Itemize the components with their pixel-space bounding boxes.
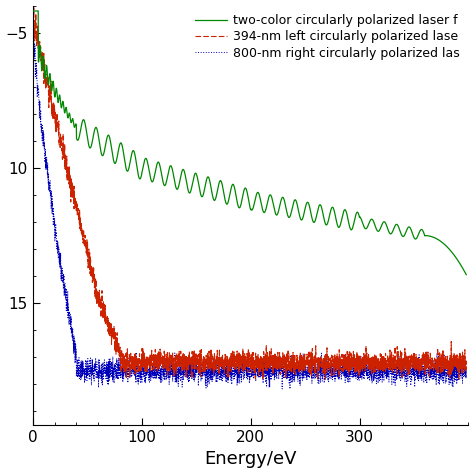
two-color circularly polarized laser f	[464, 272, 469, 277]
Line: 394-nm left circularly polarized lase: 394-nm left circularly polarized lase	[33, 5, 466, 379]
800-nm right circularly polarized las	[215, 377, 221, 383]
394-nm left circularly polarized lase	[464, 361, 469, 366]
two-color circularly polarized laser f	[30, 8, 36, 14]
800-nm right circularly polarized las	[455, 368, 461, 374]
two-color circularly polarized laser f	[290, 203, 296, 209]
800-nm right circularly polarized las	[464, 375, 469, 381]
394-nm left circularly polarized lase	[80, 233, 85, 238]
800-nm right circularly polarized las	[30, 41, 36, 46]
two-color circularly polarized laser f	[386, 229, 392, 235]
394-nm left circularly polarized lase	[105, 317, 111, 323]
394-nm left circularly polarized lase	[409, 352, 414, 358]
394-nm left circularly polarized lase	[31, 2, 36, 8]
X-axis label: Energy/eV: Energy/eV	[204, 450, 297, 468]
394-nm left circularly polarized lase	[196, 372, 202, 377]
800-nm right circularly polarized las	[287, 386, 293, 392]
800-nm right circularly polarized las	[80, 361, 85, 367]
two-color circularly polarized laser f	[109, 146, 114, 152]
two-color circularly polarized laser f	[196, 181, 201, 186]
two-color circularly polarized laser f	[312, 219, 318, 225]
800-nm right circularly polarized las	[196, 362, 202, 367]
Line: 800-nm right circularly polarized las: 800-nm right circularly polarized las	[33, 22, 466, 389]
800-nm right circularly polarized las	[30, 19, 36, 25]
Line: two-color circularly polarized laser f: two-color circularly polarized laser f	[33, 11, 466, 274]
Legend: two-color circularly polarized laser f, 394-nm left circularly polarized lase, 8: two-color circularly polarized laser f, …	[193, 12, 462, 62]
800-nm right circularly polarized las	[105, 382, 111, 388]
394-nm left circularly polarized lase	[455, 356, 461, 362]
394-nm left circularly polarized lase	[30, 8, 36, 14]
394-nm left circularly polarized lase	[322, 376, 328, 382]
800-nm right circularly polarized las	[409, 369, 414, 374]
two-color circularly polarized laser f	[354, 210, 359, 216]
394-nm left circularly polarized lase	[215, 361, 221, 366]
